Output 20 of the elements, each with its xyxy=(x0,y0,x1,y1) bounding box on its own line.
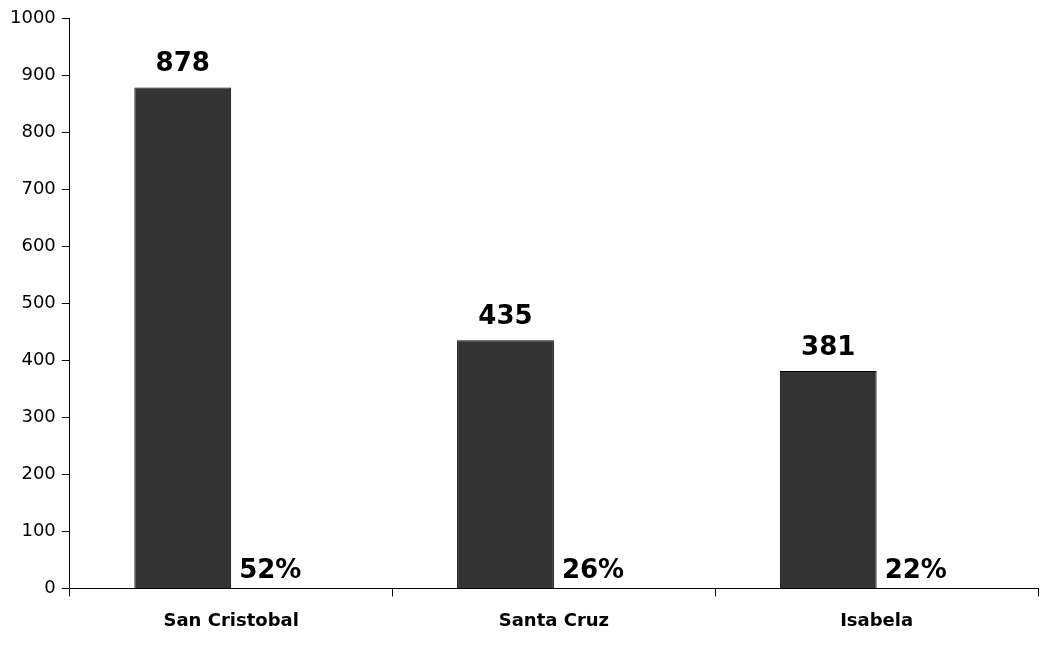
y-tick-label: 800 xyxy=(21,119,56,141)
y-tick-label: 500 xyxy=(21,290,56,312)
x-tick-label: Isabela xyxy=(840,608,914,630)
x-tick-label: San Cristobal xyxy=(163,608,299,630)
data-label: 435 xyxy=(478,300,533,331)
y-tick-label: 900 xyxy=(21,62,56,84)
y-tick-label: 0 xyxy=(44,576,56,598)
annotation: 26% xyxy=(561,554,625,585)
y-tick-label: 700 xyxy=(21,176,56,198)
y-tick-label: 300 xyxy=(21,404,56,426)
annotation: 52% xyxy=(239,554,302,585)
y-tick-label: 200 xyxy=(21,461,56,483)
y-tick-label: 100 xyxy=(21,519,56,541)
x-tick-label: Santa Cruz xyxy=(498,608,610,630)
y-tick-label: 600 xyxy=(21,233,56,255)
y-tick-label: 1000 xyxy=(10,5,56,27)
data-label: 381 xyxy=(801,330,856,361)
annotation: 22% xyxy=(884,554,947,585)
y-tick-label: 400 xyxy=(21,347,56,369)
data-label: 878 xyxy=(155,47,210,78)
